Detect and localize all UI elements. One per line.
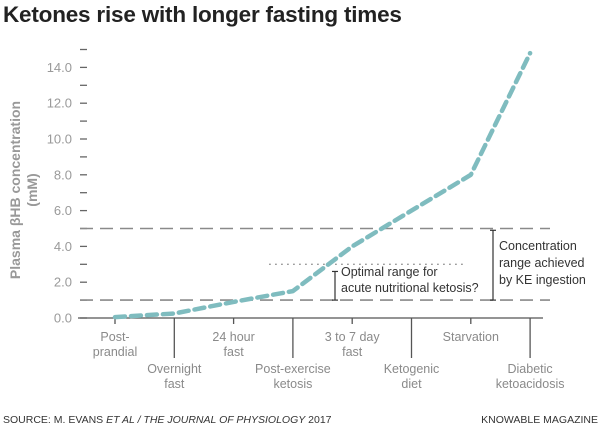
x-category-label: Post- — [100, 330, 129, 344]
x-category-label: fast — [164, 377, 185, 391]
chart-title: Ketones rise with longer fasting times — [3, 2, 402, 27]
ke-range-label: by KE ingestion — [499, 273, 586, 287]
source-prefix: SOURCE: M. EVANS — [3, 414, 107, 426]
y-ticks: 0.0 2.0 4.0 6.0 8.0 10.0 12.0 14.0 — [47, 48, 87, 326]
reference-lines — [80, 227, 550, 301]
y-tick-label: 0.0 — [54, 311, 72, 326]
x-category-label: Starvation — [443, 330, 499, 344]
y-axis-label-line: (mM) — [24, 173, 40, 206]
y-tick-label: 14.0 — [47, 60, 72, 75]
series — [112, 50, 533, 320]
x-category-label: 3 to 7 day — [325, 330, 381, 344]
x-category-label: Overnight — [147, 362, 202, 376]
x-category-label: ketosis — [273, 377, 312, 391]
y-axis-label-line: Plasma βHB concentration — [7, 101, 23, 279]
x-category-label: fast — [224, 345, 245, 359]
y-axis-label: Plasma βHB concentration (mM) — [7, 101, 40, 279]
ke-range-label: Concentration — [499, 239, 577, 253]
x-category-label: ketoacidosis — [496, 377, 565, 391]
y-tick-label: 6.0 — [54, 203, 72, 218]
optimal-range-label: acute nutritional ketosis? — [341, 281, 479, 295]
y-tick-label: 4.0 — [54, 239, 72, 254]
y-tick-label: 12.0 — [47, 96, 72, 111]
x-category-label: Post-exercise — [255, 362, 331, 376]
optimal-range-label: Optimal range for — [341, 265, 438, 279]
ke-range-label: range achieved — [499, 256, 585, 270]
series-line — [112, 50, 533, 320]
source-year: 2017 — [305, 414, 332, 426]
x-category-label: fast — [342, 345, 363, 359]
source-journal: ET AL / THE JOURNAL OF PHYSIOLOGY — [106, 414, 306, 426]
x-category-label: 24 hour — [212, 330, 254, 344]
x-category-label: Ketogenic — [384, 362, 440, 376]
source-credit: SOURCE: M. EVANS ET AL / THE JOURNAL OF … — [3, 414, 332, 426]
y-tick-label: 8.0 — [54, 167, 72, 182]
x-category-label: diet — [401, 377, 422, 391]
y-tick-label: 10.0 — [47, 132, 72, 147]
publisher-credit: KNOWABLE MAGAZINE — [481, 414, 598, 426]
x-category-label: Diabetic — [508, 362, 553, 376]
annotations: Optimal range for acute nutritional ketos… — [332, 229, 586, 301]
y-tick-label: 2.0 — [54, 275, 72, 290]
x-category-label: prandial — [93, 345, 137, 359]
